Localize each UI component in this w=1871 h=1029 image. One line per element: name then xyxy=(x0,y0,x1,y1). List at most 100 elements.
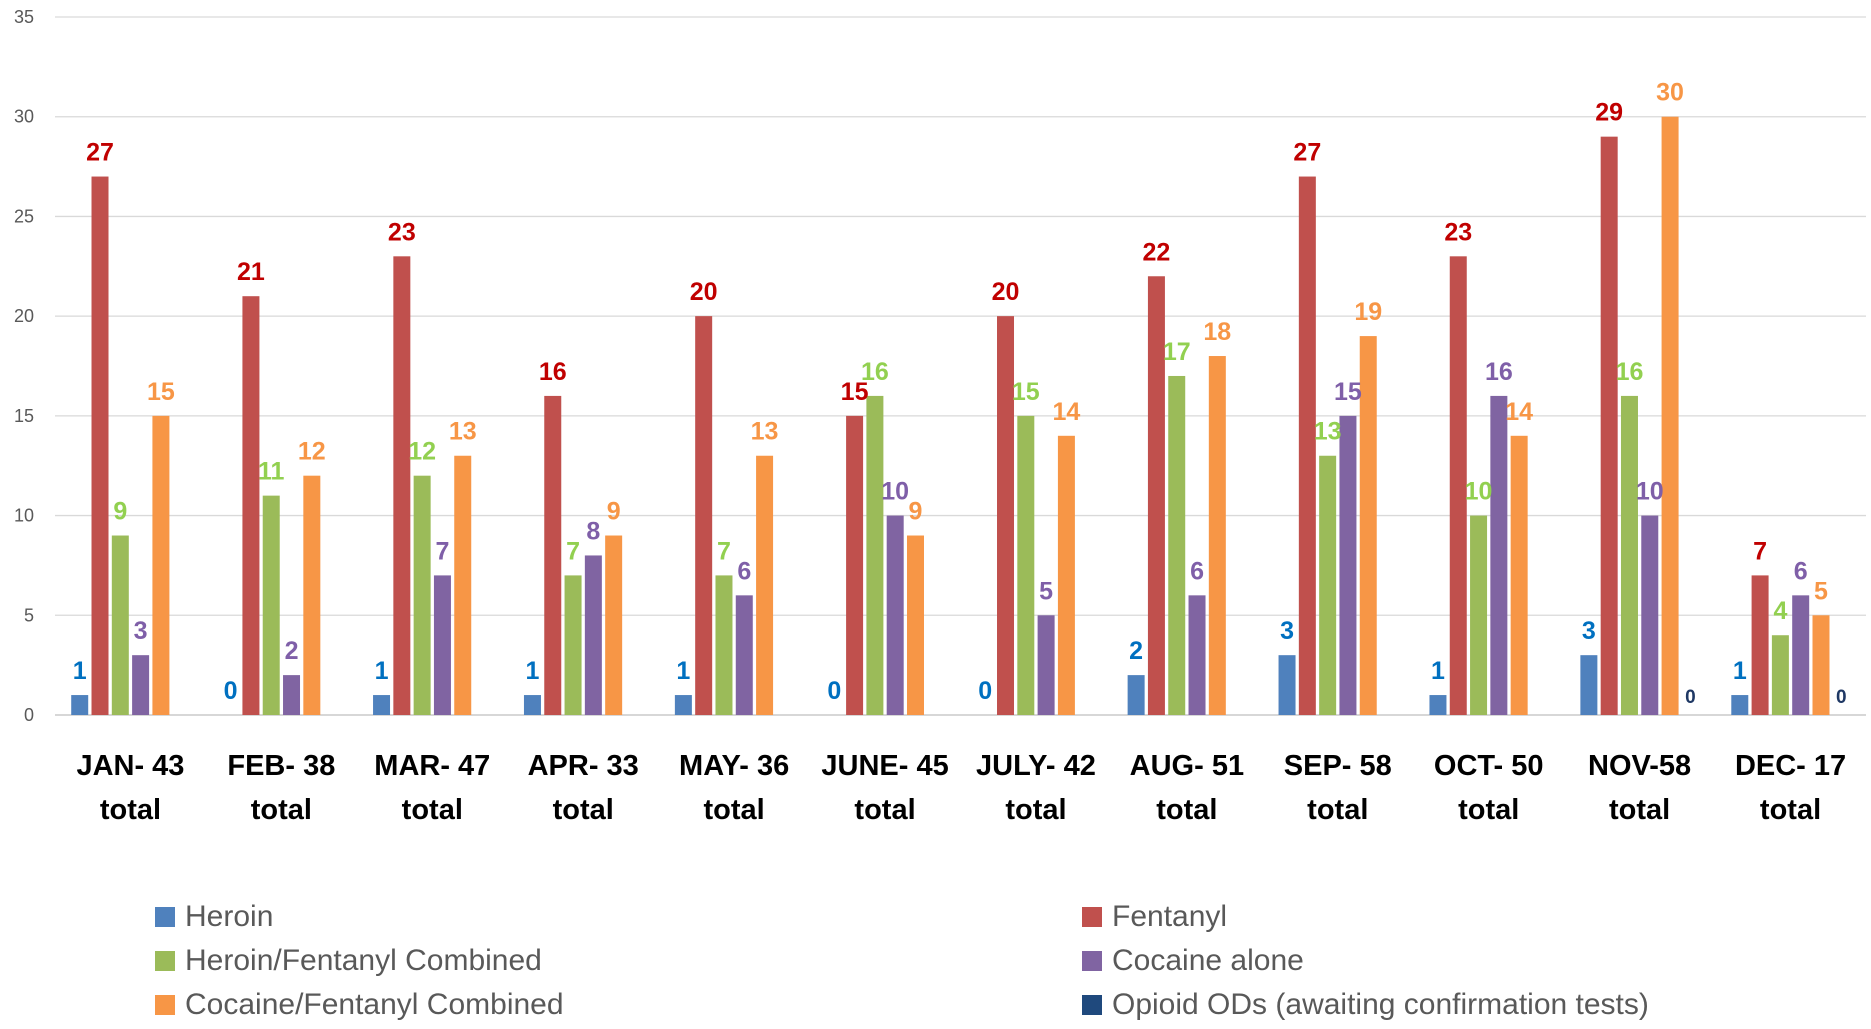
x-tick-label: JAN- 43 xyxy=(76,750,184,782)
bar xyxy=(454,455,472,715)
y-tick-label: 15 xyxy=(14,406,34,426)
data-label: 5 xyxy=(1039,577,1053,605)
data-label: 1 xyxy=(1431,657,1445,685)
data-label: 12 xyxy=(298,438,326,466)
y-tick-label: 5 xyxy=(24,605,34,625)
x-tick-label: FEB- 38 xyxy=(227,750,335,782)
bar xyxy=(132,655,150,715)
x-tick-label: APR- 33 xyxy=(528,750,639,782)
x-tick-label: MAR- 47 xyxy=(374,750,490,782)
data-label: 13 xyxy=(1314,418,1342,446)
x-tick-label: total xyxy=(1156,794,1217,826)
data-label: 14 xyxy=(1505,398,1533,426)
x-tick-label: MAY- 36 xyxy=(679,750,789,782)
bar xyxy=(564,575,582,715)
data-label: 10 xyxy=(881,478,909,506)
data-label: 7 xyxy=(717,537,731,565)
data-label: 1 xyxy=(1733,657,1747,685)
bar xyxy=(866,395,884,715)
data-label: 15 xyxy=(1334,378,1362,406)
bar xyxy=(1017,415,1035,715)
bar xyxy=(283,675,301,715)
data-label: 23 xyxy=(1444,218,1472,246)
bar xyxy=(1600,136,1618,715)
data-label: 5 xyxy=(1814,577,1828,605)
data-label: 2 xyxy=(1129,637,1143,665)
data-label: 27 xyxy=(86,139,114,167)
data-label: 9 xyxy=(909,498,923,526)
data-label: 10 xyxy=(1636,478,1664,506)
bar xyxy=(1188,595,1206,715)
bar xyxy=(1037,615,1055,715)
x-tick-label: total xyxy=(1458,794,1519,826)
bar xyxy=(242,296,260,715)
data-label: 29 xyxy=(1595,99,1623,127)
bar xyxy=(303,475,321,715)
bar xyxy=(91,176,109,716)
data-label: 9 xyxy=(113,498,127,526)
data-label: 4 xyxy=(1773,597,1787,625)
bar xyxy=(1731,695,1749,715)
x-tick-label: SEP- 58 xyxy=(1284,750,1392,782)
x-tick-label: total xyxy=(1005,794,1066,826)
bar xyxy=(1661,116,1679,715)
bar xyxy=(1127,675,1145,715)
data-label: 1 xyxy=(375,657,389,685)
bar xyxy=(262,495,280,715)
data-label: 27 xyxy=(1293,139,1321,167)
bar xyxy=(735,595,753,715)
bar xyxy=(1580,655,1598,715)
data-label: 20 xyxy=(690,278,718,306)
bar xyxy=(1812,615,1830,715)
bar xyxy=(433,575,451,715)
bar xyxy=(1510,435,1528,715)
bar xyxy=(1278,655,1296,715)
x-tick-label: total xyxy=(553,794,614,826)
data-label: 16 xyxy=(1485,358,1513,386)
data-label: 0 xyxy=(1685,687,1696,708)
data-label: 20 xyxy=(992,278,1020,306)
data-label: 0 xyxy=(827,677,841,705)
data-label: 3 xyxy=(1280,617,1294,645)
bar xyxy=(886,515,904,715)
gridlines xyxy=(55,16,1866,716)
bar xyxy=(1470,515,1488,715)
data-label: 17 xyxy=(1163,338,1191,366)
bar xyxy=(906,535,924,715)
data-label: 18 xyxy=(1203,318,1231,346)
y-tick-label: 10 xyxy=(14,506,34,526)
bar xyxy=(1641,515,1659,715)
bar xyxy=(1298,176,1316,716)
data-label: 30 xyxy=(1656,79,1684,107)
bar xyxy=(1359,336,1377,715)
bar xyxy=(544,395,562,715)
bar xyxy=(523,695,541,715)
x-tick-label: JUNE- 45 xyxy=(821,750,948,782)
data-label: 12 xyxy=(408,438,436,466)
bar xyxy=(584,555,602,715)
bar xyxy=(413,475,431,715)
data-label: 0 xyxy=(1836,687,1847,708)
bars xyxy=(71,116,1830,716)
y-tick-label: 30 xyxy=(14,107,34,127)
data-label: 6 xyxy=(1190,557,1204,585)
data-label: 6 xyxy=(1794,557,1808,585)
bar xyxy=(1751,575,1769,715)
bar xyxy=(1208,356,1226,715)
x-tick-label: DEC- 17 xyxy=(1735,750,1846,782)
data-label: 8 xyxy=(586,517,600,545)
data-label: 16 xyxy=(539,358,567,386)
bar xyxy=(1319,455,1337,715)
x-tick-label: JULY- 42 xyxy=(976,750,1096,782)
bar xyxy=(997,316,1015,715)
data-label: 13 xyxy=(449,418,477,446)
x-tick-label: total xyxy=(1609,794,1670,826)
x-tick-label: total xyxy=(251,794,312,826)
y-tick-label: 25 xyxy=(14,206,34,226)
data-label: 15 xyxy=(147,378,175,406)
x-tick-label: NOV-58 xyxy=(1588,750,1691,782)
y-tick-label: 35 xyxy=(14,7,34,27)
bar xyxy=(1429,695,1447,715)
bar xyxy=(373,695,391,715)
